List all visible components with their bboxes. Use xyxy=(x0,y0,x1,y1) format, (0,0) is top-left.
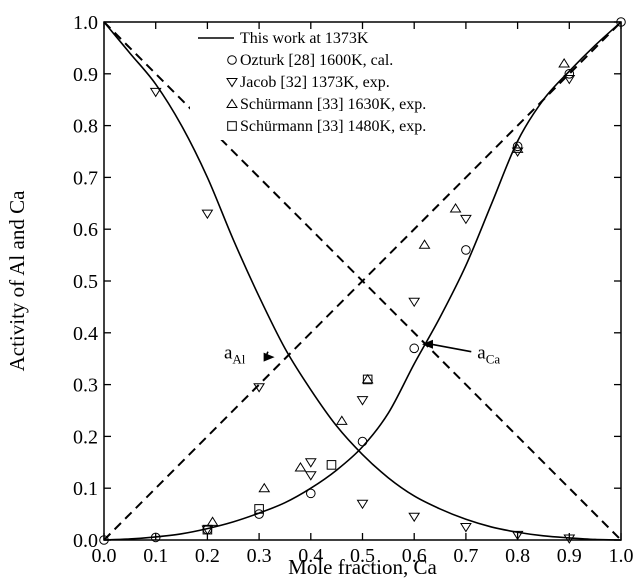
x-tick-label: 0.3 xyxy=(247,545,272,567)
triangle-down-point xyxy=(459,214,472,225)
triangle-down-point xyxy=(356,499,369,510)
triangle-up-point xyxy=(449,203,462,213)
annotation-a-al: aAl xyxy=(224,343,246,367)
y-tick-label: 1.0 xyxy=(73,12,98,34)
circle-point xyxy=(409,343,420,354)
circle-point xyxy=(357,436,368,447)
circle-point xyxy=(306,488,316,499)
triangle-down-point xyxy=(201,525,214,536)
triangle-down-point xyxy=(356,396,369,406)
y-tick-label: 0.2 xyxy=(73,426,98,448)
legend-entry-schurmann-1480: Schürmann [33] 1480K, exp. xyxy=(240,118,426,135)
x-tick-label: 0.4 xyxy=(298,545,323,567)
data-markers xyxy=(99,17,626,545)
annotation-arrow-head xyxy=(263,352,275,362)
annotation-a-al-sub: Al xyxy=(232,352,245,367)
triangle-down-point xyxy=(563,74,576,85)
triangle-down-point xyxy=(253,383,266,393)
annotation-arrow-head xyxy=(421,339,433,349)
triangle-up-point xyxy=(294,462,307,472)
triangle-up-point xyxy=(258,482,271,493)
triangle-down-point xyxy=(304,458,317,468)
circle-point xyxy=(461,245,471,255)
y-tick-label: 0.3 xyxy=(73,375,98,397)
legend-entry-jacob: Jacob [32] 1373K, exp. xyxy=(240,74,390,91)
legend-entry-schurmann-1630: Schürmann [33] 1630K, exp. xyxy=(240,96,426,113)
y-tick-label: 0.1 xyxy=(73,478,98,500)
x-axis-label: Mole fraction, Ca xyxy=(288,555,437,579)
y-tick-label: 0.0 xyxy=(73,530,98,552)
x-tick-label: 0.2 xyxy=(195,545,220,567)
axis-ticks: 0.0 0.1 0.2 0.3 0.4 0.5 0.6 0.7 0.8 0.9 1.0 0.0 0.1 0… xyxy=(73,12,634,567)
x-tick-label: 0.8 xyxy=(505,545,530,567)
legend-circle-marker xyxy=(227,55,237,65)
triangle-up-point xyxy=(558,57,571,68)
triangle-down-point xyxy=(149,87,162,98)
y-tick-label: 0.9 xyxy=(73,64,98,86)
triangle-down-point xyxy=(459,523,472,533)
square-point xyxy=(362,374,373,385)
model-curves xyxy=(103,21,622,541)
triangle-down-point xyxy=(201,209,214,220)
legend: This work at 1373K Ozturk [28] 1600K, ca… xyxy=(190,30,498,140)
x-tick-label: 0.6 xyxy=(402,545,427,567)
triangle-down-point xyxy=(511,530,524,541)
curve-a-ca xyxy=(103,21,622,541)
legend-triangle-up-marker xyxy=(226,98,238,108)
y-tick-label: 0.6 xyxy=(73,219,98,241)
triangle-down-point xyxy=(304,471,317,481)
curve-a-al xyxy=(103,21,622,541)
annotation-a-al-base: a xyxy=(224,343,233,364)
legend-background xyxy=(190,32,498,140)
triangle-down-point xyxy=(408,297,421,308)
annotation-a-ca-base: a xyxy=(477,343,486,364)
y-axis-label: Activity of Al and Ca xyxy=(5,190,29,371)
triangle-up-point xyxy=(335,415,348,425)
triangle-up-point xyxy=(418,239,431,249)
annotation-arrow-shaft xyxy=(430,343,472,353)
y-tick-label: 0.8 xyxy=(73,116,98,138)
legend-entry-ozturk: Ozturk [28] 1600K, cal. xyxy=(240,52,393,69)
x-tick-label: 0.9 xyxy=(557,545,582,567)
y-tick-label: 0.7 xyxy=(73,167,98,189)
ideal-line-1 xyxy=(103,21,622,541)
legend-triangle-down-marker xyxy=(226,78,238,88)
x-tick-label: 0.1 xyxy=(143,545,168,567)
x-tick-label: 1.0 xyxy=(609,545,634,567)
circle-point xyxy=(564,69,575,79)
annotation-a-ca: aCa xyxy=(477,343,500,367)
x-tick-label: 0.5 xyxy=(350,545,375,567)
triangle-up-point xyxy=(206,516,219,526)
x-tick-label: 0.7 xyxy=(453,545,478,567)
y-tick-label: 0.5 xyxy=(73,271,98,293)
legend-entry-this-work: This work at 1373K xyxy=(240,30,369,47)
legend-square-marker xyxy=(227,121,237,131)
circle-point xyxy=(254,509,264,519)
x-tick-label: 0.0 xyxy=(92,545,117,567)
annotations: aAl aCa xyxy=(224,339,500,367)
square-point xyxy=(254,504,264,514)
annotation-a-ca-sub: Ca xyxy=(486,352,501,367)
circle-point xyxy=(512,141,523,152)
triangle-up-point xyxy=(511,143,524,153)
square-point xyxy=(326,460,337,470)
y-tick-label: 0.4 xyxy=(73,323,98,345)
triangle-down-point xyxy=(408,512,421,523)
triangle-up-point xyxy=(361,373,374,384)
